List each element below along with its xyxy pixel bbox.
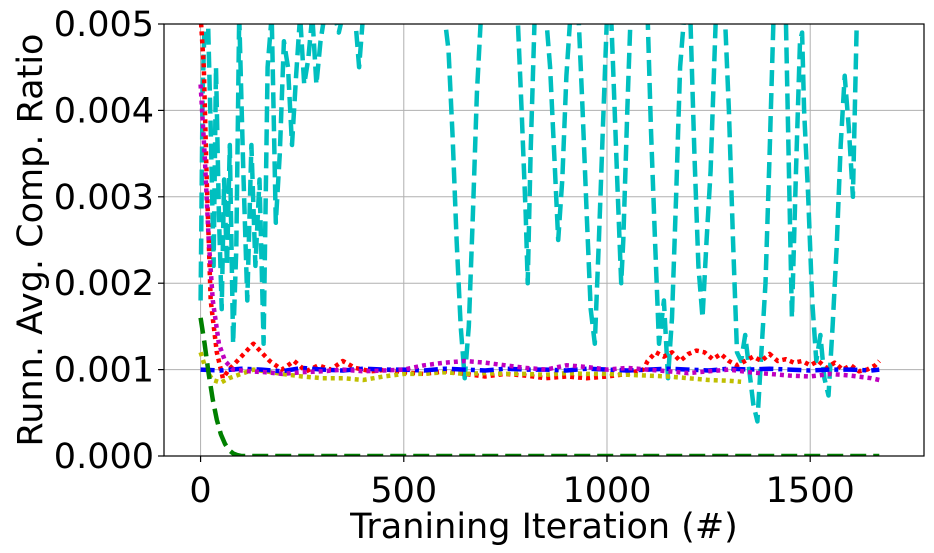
y-tick-label: 0.005 — [54, 5, 154, 45]
y-tick-label: 0.003 — [54, 178, 154, 218]
x-axis: 0 500 1000 1500 — [189, 456, 855, 511]
y-axis-label: Runn. Avg. Comp. Ratio — [11, 34, 51, 447]
y-tick-label: 0.004 — [54, 91, 154, 131]
plot-frame — [163, 23, 925, 457]
series-line-1 — [198, 24, 859, 424]
x-tick-label: 1000 — [562, 471, 651, 511]
series-line-6 — [198, 317, 880, 456]
series-line-2 — [198, 24, 881, 381]
y-tick-label: 0.001 — [54, 351, 154, 391]
series-line-4 — [200, 365, 880, 374]
series-line-5 — [198, 84, 880, 383]
x-tick-label: 500 — [370, 471, 437, 511]
series-layer — [198, 24, 881, 456]
x-tick-label: 1500 — [766, 471, 855, 511]
x-tick-label: 0 — [189, 471, 211, 511]
y-tick-label: 0.000 — [54, 437, 154, 477]
y-axis: 0.000 0.001 0.002 0.003 0.004 0.005 — [54, 5, 164, 477]
y-tick-label: 0.002 — [54, 264, 154, 304]
x-axis-label: Tranining Iteration (#) — [349, 507, 738, 547]
